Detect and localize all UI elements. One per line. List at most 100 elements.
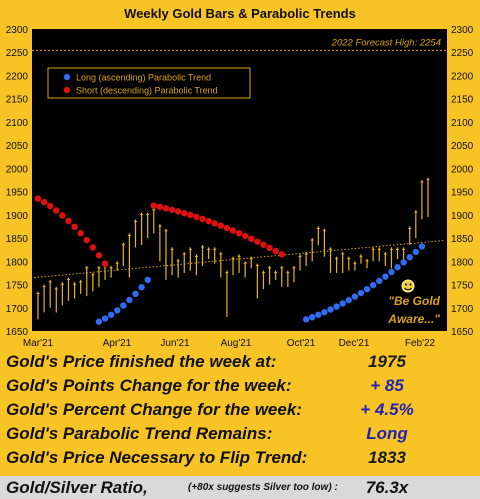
short-trend-dot (260, 241, 267, 248)
long-trend-dot (114, 307, 121, 314)
annotation-line2: Aware..." (387, 312, 440, 326)
stat-label: Gold's Price Necessary to Flip Trend: (6, 448, 308, 467)
long-trend-dot (315, 311, 322, 318)
y-tick-right: 2100 (451, 118, 474, 129)
short-trend-dot (101, 260, 109, 267)
trend-line (33, 239, 446, 279)
short-trend-dot (34, 195, 42, 202)
y-tick-left: 2000 (6, 164, 29, 175)
smiley-mouth-icon (404, 287, 412, 291)
short-trend-dot (235, 229, 243, 237)
y-tick-left: 1700 (6, 304, 29, 315)
y-tick-right: 2000 (451, 164, 474, 175)
ratio-note: (+80x suggests Silver too low) : (188, 482, 338, 493)
short-trend-dot (168, 206, 176, 214)
forecast-label: 2022 Forecast High: 2254 (331, 37, 441, 48)
long-trend-dot (357, 289, 365, 297)
stat-row-flip-price: Gold's Price Necessary to Flip Trend: 18… (0, 448, 480, 472)
short-trend-dot (174, 208, 182, 215)
long-trend-dot (339, 300, 346, 307)
stat-row-percent-change: Gold's Percent Change for the week: + 4.… (0, 400, 480, 424)
short-trend-dot (156, 203, 164, 211)
stat-label: Gold's Parabolic Trend Remains: (6, 424, 273, 443)
x-tick-label: Oct'21 (287, 338, 316, 349)
stat-value: + 85 (370, 376, 404, 395)
long-trend-dot (406, 254, 413, 261)
long-trend-dot (120, 302, 127, 309)
short-trend-dot (248, 235, 255, 242)
long-trend-dot (101, 315, 109, 322)
gold-silver-ratio-row: Gold/Silver Ratio, (+80x suggests Silver… (0, 476, 480, 499)
long-trend-dot (144, 276, 151, 284)
stat-label: Gold's Price finished the week at: (6, 352, 277, 371)
short-trend-dot (150, 202, 157, 209)
long-trend-dot (321, 309, 328, 316)
x-tick-label: Jun'21 (160, 338, 190, 349)
y-tick-right: 1700 (451, 304, 474, 315)
short-trend-dot (229, 227, 237, 234)
long-trend-dot (369, 281, 377, 289)
long-trend-dot (327, 306, 334, 313)
stat-row-points-change: Gold's Points Change for the week: + 85 (0, 376, 480, 400)
y-tick-left: 1650 (6, 327, 29, 338)
y-tick-left: 2200 (6, 71, 29, 82)
short-trend-dot (40, 198, 48, 206)
short-trend-dot (254, 238, 261, 245)
y-tick-right: 2150 (451, 95, 474, 106)
x-tick-label: Dec'21 (339, 338, 370, 349)
short-trend-dot (83, 236, 90, 244)
short-trend-dot (89, 244, 97, 251)
long-trend-dot (376, 277, 383, 285)
y-tick-left: 2300 (6, 25, 29, 36)
long-trend-dot (418, 243, 426, 250)
short-trend-dot (71, 223, 78, 231)
smiley-eye-icon (405, 283, 407, 286)
long-trend-dot (107, 311, 115, 318)
chart-title: Weekly Gold Bars & Parabolic Trends (124, 6, 356, 21)
stat-row-price: Gold's Price finished the week at: 1975 (0, 352, 480, 376)
y-tick-left: 1800 (6, 257, 29, 268)
smiley-eye-icon (409, 283, 412, 286)
stat-label: Gold's Points Change for the week: (6, 376, 292, 395)
y-tick-left: 1900 (6, 211, 29, 222)
legend-long-marker (63, 73, 71, 81)
ratio-note-text: (+80x suggests Silver too low) (188, 482, 332, 493)
x-tick-label: Feb'22 (405, 338, 436, 349)
short-trend-dot (162, 205, 170, 212)
gold-chart: 1650 1650 1700 1700 1750 1750 1800 1800 1850 1850… (6, 25, 474, 349)
short-trend-dot (205, 217, 212, 225)
short-trend-dot (77, 230, 84, 237)
long-trend-dot (388, 268, 395, 276)
long-trend-dot (138, 283, 145, 291)
stat-row-trend: Gold's Parabolic Trend Remains: Long (0, 424, 480, 448)
x-tick-label: Apr'21 (103, 338, 132, 349)
long-trend-dot (126, 296, 133, 304)
y-tick-left: 2250 (6, 48, 29, 59)
short-trend-dot (272, 247, 279, 255)
y-tick-right: 1750 (451, 281, 474, 292)
long-trend-dot (363, 285, 371, 293)
ratio-label: Gold/Silver Ratio, (6, 478, 148, 497)
stat-label: Gold's Percent Change for the week: (6, 400, 302, 419)
y-tick-right: 1850 (451, 234, 474, 245)
y-tick-left: 1950 (6, 188, 29, 199)
short-trend-dot (65, 217, 72, 225)
long-trend-dot (345, 296, 352, 304)
short-trend-dot (217, 222, 225, 229)
long-trend-dot (412, 248, 420, 256)
ratio-colon: : (334, 482, 338, 493)
long-trend-dot (394, 264, 401, 271)
y-tick-left: 2150 (6, 95, 29, 106)
y-tick-right: 1800 (451, 257, 474, 268)
short-trend-dot (95, 252, 103, 259)
annotation-line1: "Be Gold (388, 294, 440, 308)
short-trend-dot (223, 224, 231, 232)
short-trend-dot (266, 244, 273, 252)
short-trend-dot (278, 251, 285, 258)
short-trend-dot (46, 202, 54, 210)
y-tick-left: 1750 (6, 281, 29, 292)
short-trend-dot (181, 209, 188, 217)
long-trend-dot (333, 303, 340, 310)
long-trend-dot (132, 290, 139, 298)
